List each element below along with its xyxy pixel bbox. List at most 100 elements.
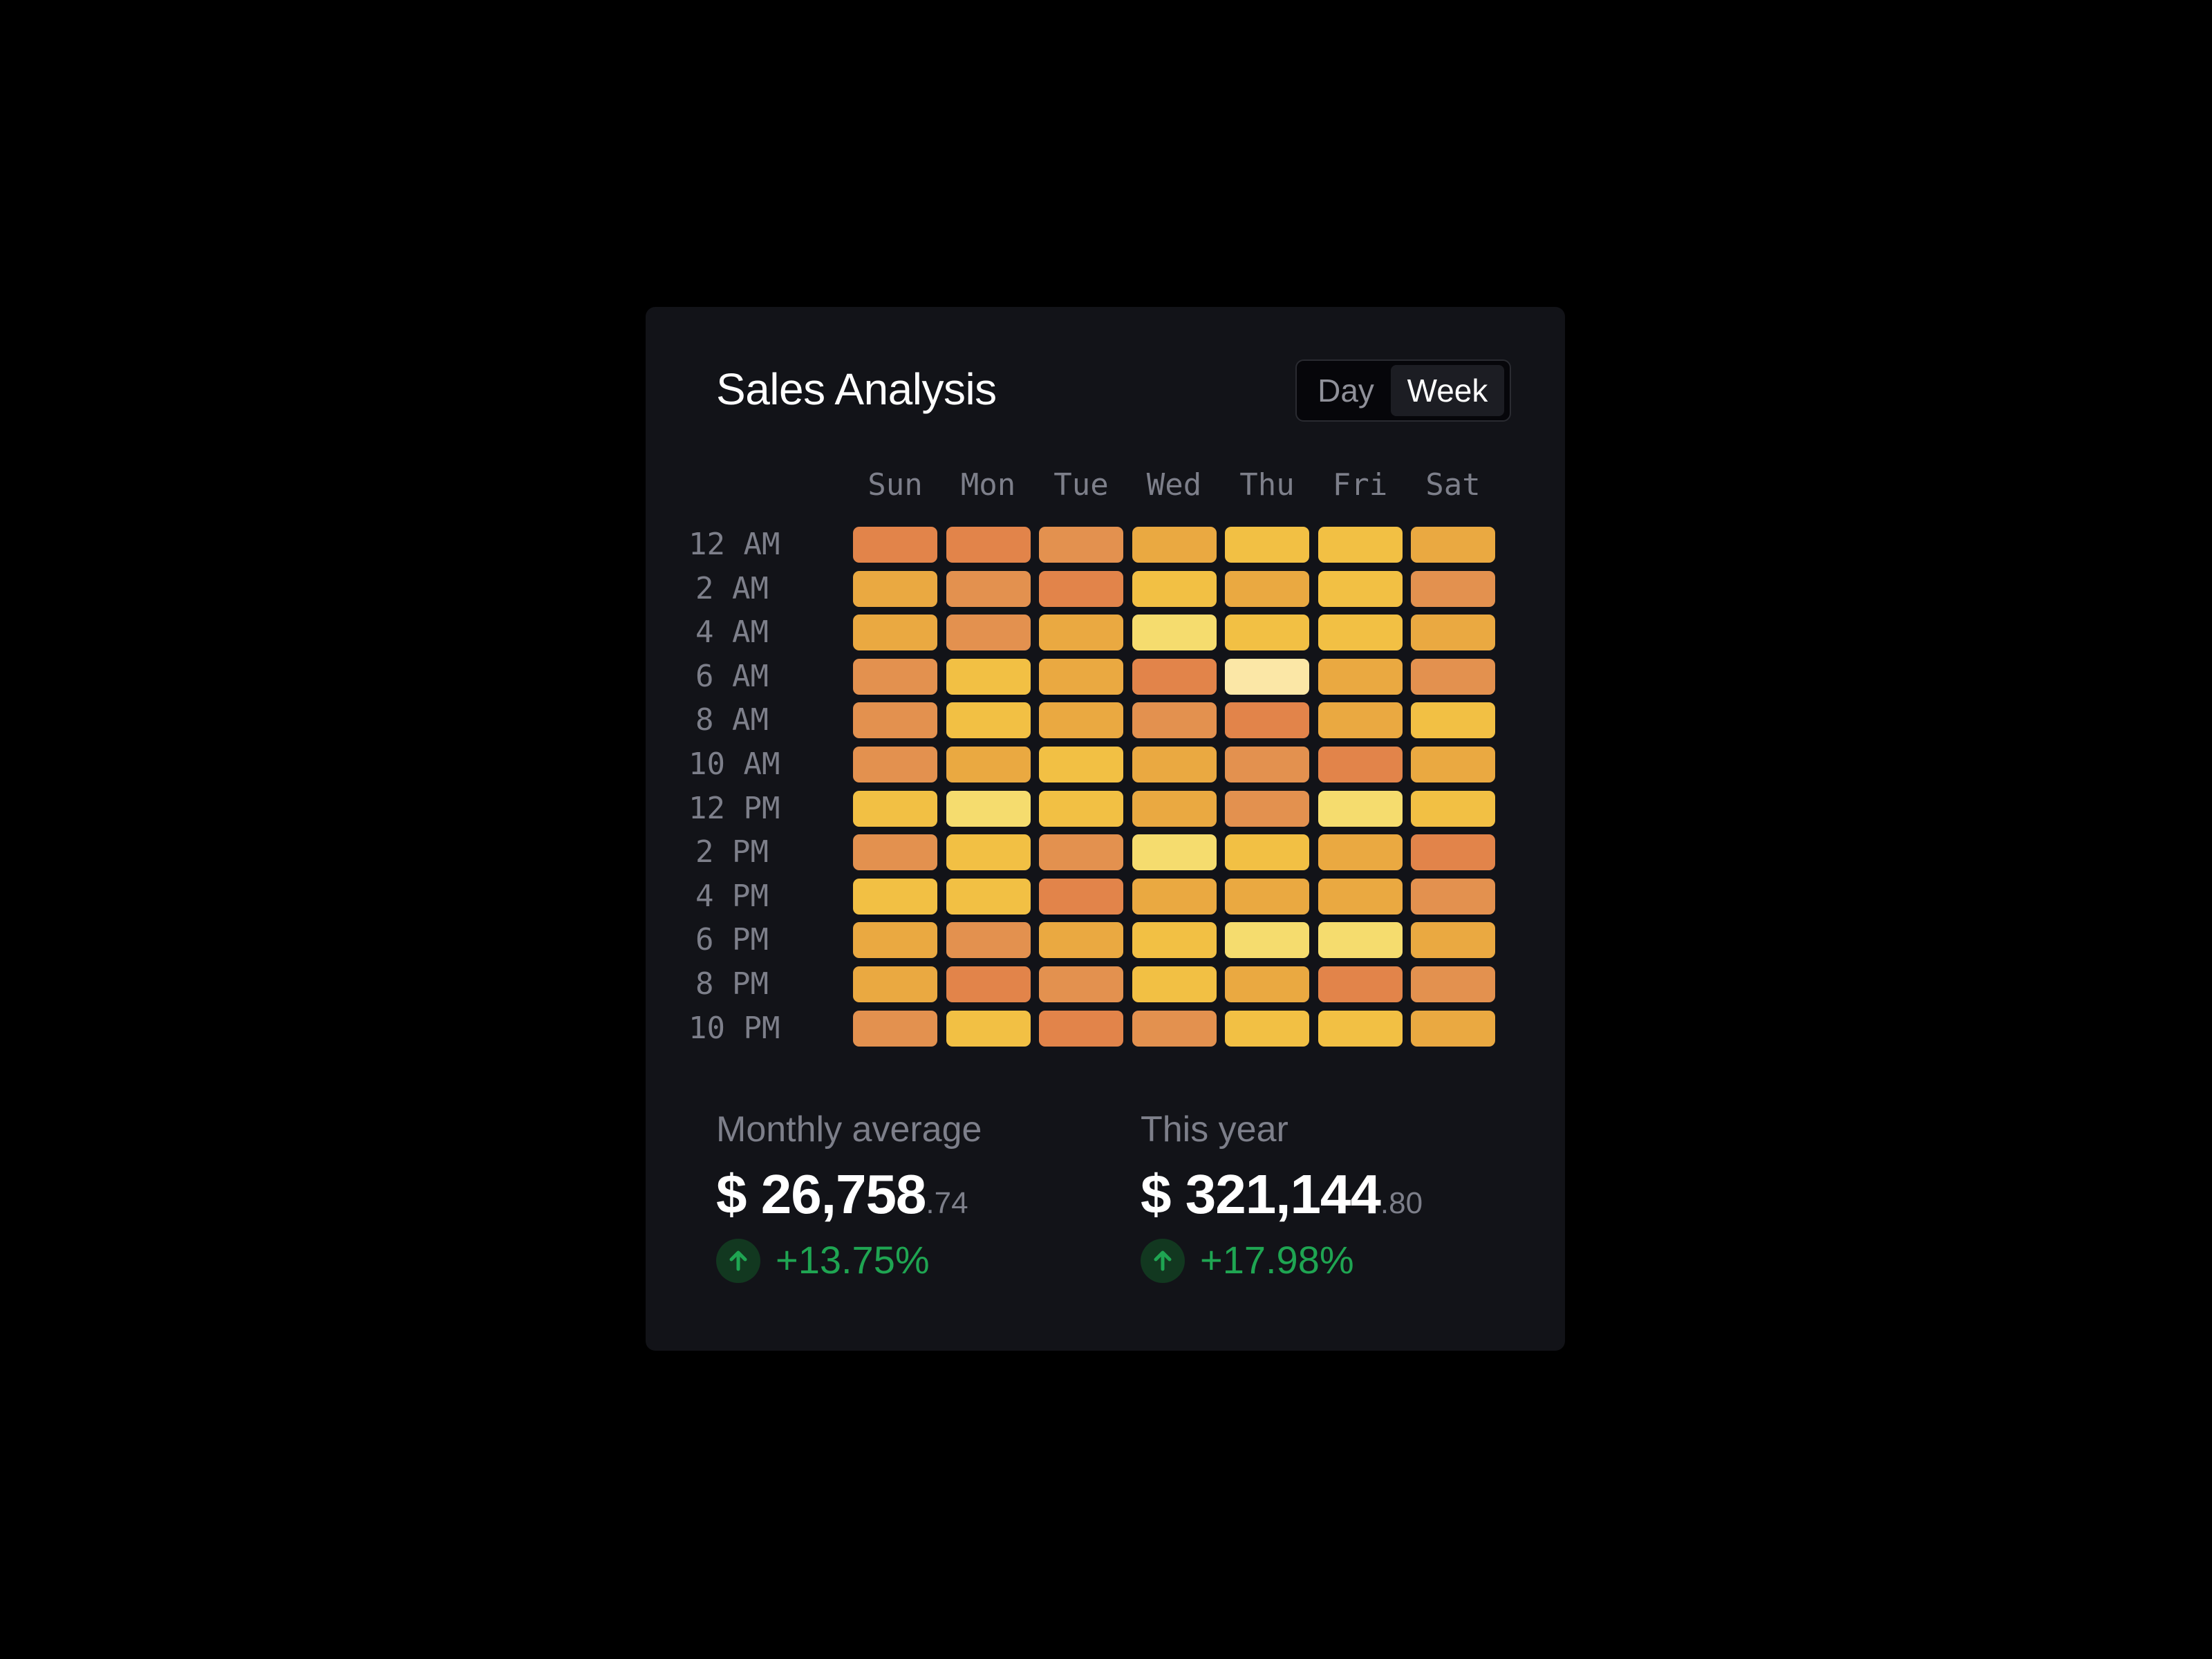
heatmap-cell[interactable] bbox=[1411, 790, 1495, 827]
heatmap-cell[interactable] bbox=[946, 527, 1031, 563]
heatmap-cell[interactable] bbox=[1039, 702, 1123, 739]
heatmap-cell[interactable] bbox=[1318, 966, 1403, 1002]
this-year-value: $ 321,144.80 bbox=[1141, 1163, 1423, 1226]
heatmap-cell[interactable] bbox=[853, 747, 937, 782]
heatmap-cell[interactable] bbox=[1039, 658, 1123, 695]
heatmap-cell[interactable] bbox=[1318, 878, 1403, 915]
heatmap-cell[interactable] bbox=[946, 1010, 1031, 1047]
heatmap-cell[interactable] bbox=[946, 615, 1031, 651]
heatmap-cell[interactable] bbox=[1318, 702, 1403, 739]
heatmap-cell[interactable] bbox=[1225, 702, 1309, 739]
heatmap-cell[interactable] bbox=[853, 615, 937, 651]
heatmap-cell[interactable] bbox=[1225, 747, 1309, 782]
heatmap-cell[interactable] bbox=[1132, 834, 1217, 871]
heatmap-cell[interactable] bbox=[1411, 922, 1495, 959]
heatmap-cell[interactable] bbox=[1318, 658, 1403, 695]
heatmap-cell[interactable] bbox=[1132, 1010, 1217, 1047]
heatmap-cell[interactable] bbox=[946, 570, 1031, 607]
heatmap-cell[interactable] bbox=[1132, 747, 1217, 782]
monthly-average-stat: Monthly average $ 26,758.74 +13.75% bbox=[716, 1109, 1103, 1288]
heatmap-cell[interactable] bbox=[946, 658, 1031, 695]
heatmap-col-label: Mon bbox=[960, 467, 1016, 503]
heatmap-cell[interactable] bbox=[1318, 834, 1403, 871]
heatmap-cell[interactable] bbox=[1318, 615, 1403, 651]
heatmap-cell[interactable] bbox=[1132, 790, 1217, 827]
heatmap-cell[interactable] bbox=[1318, 747, 1403, 782]
heatmap-cell[interactable] bbox=[853, 702, 937, 739]
heatmap-cell[interactable] bbox=[853, 570, 937, 607]
heatmap-cell[interactable] bbox=[1132, 658, 1217, 695]
heatmap-cell[interactable] bbox=[1411, 966, 1495, 1002]
heatmap-cell[interactable] bbox=[946, 834, 1031, 871]
heatmap-cell[interactable] bbox=[1318, 1010, 1403, 1047]
heatmap-cell[interactable] bbox=[946, 702, 1031, 739]
heatmap-cell[interactable] bbox=[946, 878, 1031, 915]
toggle-day-button[interactable]: Day bbox=[1318, 373, 1374, 409]
heatmap-cell[interactable] bbox=[1039, 966, 1123, 1002]
heatmap-cell[interactable] bbox=[946, 790, 1031, 827]
heatmap-cell[interactable] bbox=[1411, 834, 1495, 871]
heatmap-cell[interactable] bbox=[1411, 570, 1495, 607]
heatmap-cell[interactable] bbox=[946, 922, 1031, 959]
heatmap-cell[interactable] bbox=[1132, 702, 1217, 739]
arrow-up-icon bbox=[1141, 1239, 1185, 1283]
heatmap-cell[interactable] bbox=[1039, 1010, 1123, 1047]
heatmap-cell[interactable] bbox=[853, 658, 937, 695]
heatmap-cell[interactable] bbox=[1039, 747, 1123, 782]
monthly-average-amount: 26,758 bbox=[760, 1163, 927, 1225]
heatmap-row-label: 2 PM bbox=[695, 834, 769, 870]
heatmap-cell[interactable] bbox=[1039, 878, 1123, 915]
toggle-week-button[interactable]: Week bbox=[1391, 365, 1504, 416]
heatmap-cell[interactable] bbox=[1225, 658, 1309, 695]
heatmap-cell[interactable] bbox=[1039, 527, 1123, 563]
monthly-average-cents: .74 bbox=[926, 1186, 968, 1220]
heatmap-cell[interactable] bbox=[1132, 922, 1217, 959]
heatmap-cell[interactable] bbox=[1132, 966, 1217, 1002]
heatmap-cell[interactable] bbox=[1225, 878, 1309, 915]
heatmap-cell[interactable] bbox=[1411, 658, 1495, 695]
heatmap-cell[interactable] bbox=[1039, 834, 1123, 871]
this-year-change-text: +17.98% bbox=[1200, 1238, 1354, 1282]
this-year-currency: $ bbox=[1141, 1163, 1171, 1225]
heatmap-cell[interactable] bbox=[1318, 790, 1403, 827]
heatmap-cell[interactable] bbox=[1225, 966, 1309, 1002]
heatmap-cell[interactable] bbox=[1225, 1010, 1309, 1047]
heatmap-cell[interactable] bbox=[853, 834, 937, 871]
heatmap-cell[interactable] bbox=[1411, 1010, 1495, 1047]
heatmap-cell[interactable] bbox=[853, 1010, 937, 1047]
heatmap-cell[interactable] bbox=[853, 878, 937, 915]
heatmap-cell[interactable] bbox=[1318, 527, 1403, 563]
heatmap-cell[interactable] bbox=[1225, 922, 1309, 959]
heatmap-cell[interactable] bbox=[1411, 615, 1495, 651]
heatmap-row-label: 6 AM bbox=[695, 658, 769, 694]
heatmap-cell[interactable] bbox=[1039, 570, 1123, 607]
heatmap-cell[interactable] bbox=[1411, 527, 1495, 563]
this-year-cents: .80 bbox=[1380, 1186, 1423, 1220]
heatmap-cell[interactable] bbox=[1225, 615, 1309, 651]
heatmap-cell[interactable] bbox=[1225, 527, 1309, 563]
heatmap-cell[interactable] bbox=[1411, 747, 1495, 782]
heatmap-cell[interactable] bbox=[1411, 878, 1495, 915]
heatmap-cell[interactable] bbox=[1225, 570, 1309, 607]
heatmap-cell[interactable] bbox=[1132, 527, 1217, 563]
heatmap-cell[interactable] bbox=[853, 922, 937, 959]
heatmap-cell[interactable] bbox=[1039, 615, 1123, 651]
heatmap-cell[interactable] bbox=[946, 966, 1031, 1002]
heatmap-cell[interactable] bbox=[853, 966, 937, 1002]
heatmap-cell[interactable] bbox=[853, 790, 937, 827]
heatmap-cell[interactable] bbox=[1318, 922, 1403, 959]
heatmap-cell[interactable] bbox=[1411, 702, 1495, 739]
monthly-average-value: $ 26,758.74 bbox=[716, 1163, 968, 1226]
heatmap-cell[interactable] bbox=[1225, 834, 1309, 871]
heatmap-cell[interactable] bbox=[1039, 922, 1123, 959]
heatmap-cell[interactable] bbox=[853, 527, 937, 563]
heatmap-row-label: 8 AM bbox=[695, 702, 769, 738]
heatmap-cell[interactable] bbox=[1132, 878, 1217, 915]
heatmap-cell[interactable] bbox=[1132, 615, 1217, 651]
arrow-up-icon bbox=[716, 1239, 760, 1283]
heatmap-cell[interactable] bbox=[946, 747, 1031, 782]
heatmap-cell[interactable] bbox=[1225, 790, 1309, 827]
heatmap-cell[interactable] bbox=[1318, 570, 1403, 607]
heatmap-cell[interactable] bbox=[1132, 570, 1217, 607]
heatmap-cell[interactable] bbox=[1039, 790, 1123, 827]
